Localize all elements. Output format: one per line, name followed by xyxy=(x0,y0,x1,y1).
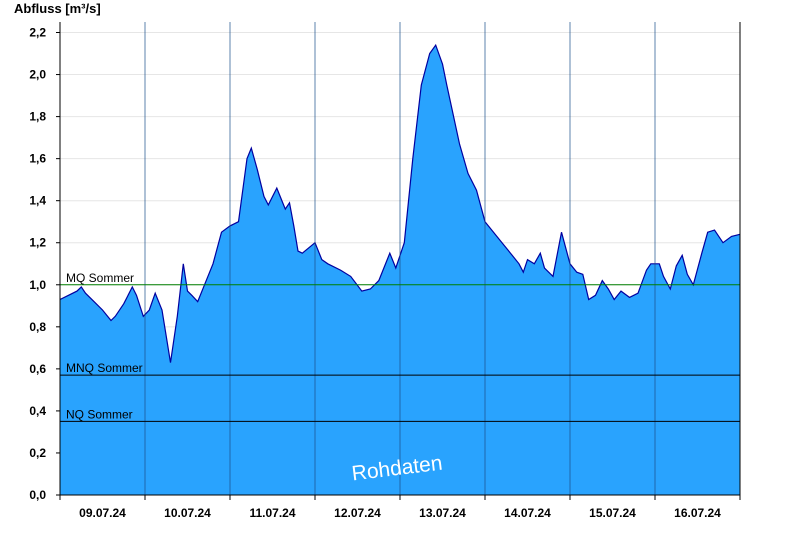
x-tick-label: 16.07.24 xyxy=(674,506,721,520)
y-tick-label: 1,8 xyxy=(29,110,46,124)
y-tick-label: 1,2 xyxy=(29,236,46,250)
x-tick-label: 12.07.24 xyxy=(334,506,381,520)
reference-line-label: MQ Sommer xyxy=(66,271,134,285)
x-tick-label: 15.07.24 xyxy=(589,506,636,520)
x-tick-label: 11.07.24 xyxy=(249,506,295,520)
x-tick-label: 14.07.24 xyxy=(504,506,551,520)
y-axis-label: Abfluss [m³/s] xyxy=(14,1,101,16)
y-tick-label: 0,2 xyxy=(29,446,46,460)
y-tick-label: 0,6 xyxy=(29,362,46,376)
x-tick-label: 13.07.24 xyxy=(419,506,466,520)
y-axis-ticks: 0,0 0,2 0,4 0,6 0,8 1,0 1,2 1,4 1,6 1,8 2,0 2,2 xyxy=(29,26,60,502)
reference-line-label: MNQ Sommer xyxy=(66,361,143,375)
y-tick-label: 2,0 xyxy=(29,68,46,82)
y-tick-label: 0,0 xyxy=(29,488,46,502)
reference-line-label: NQ Sommer xyxy=(66,407,133,421)
x-tick-label: 09.07.24 xyxy=(79,506,126,520)
x-axis-ticks: 09.07.24 10.07.24 11.07.24 12.07.24 13.07.24… xyxy=(59,495,741,520)
reference-lines: MQ Sommer MNQ Sommer NQ Sommer xyxy=(60,271,740,422)
y-tick-label: 2,2 xyxy=(29,26,46,40)
y-tick-label: 1,6 xyxy=(29,152,46,166)
y-tick-label: 0,4 xyxy=(29,404,46,418)
y-tick-label: 1,4 xyxy=(29,194,46,208)
day-separator-lines xyxy=(144,22,656,495)
y-tick-label: 1,0 xyxy=(29,278,46,292)
y-tick-label: 0,8 xyxy=(29,320,46,334)
x-tick-label: 10.07.24 xyxy=(164,506,211,520)
discharge-line xyxy=(59,43,741,363)
